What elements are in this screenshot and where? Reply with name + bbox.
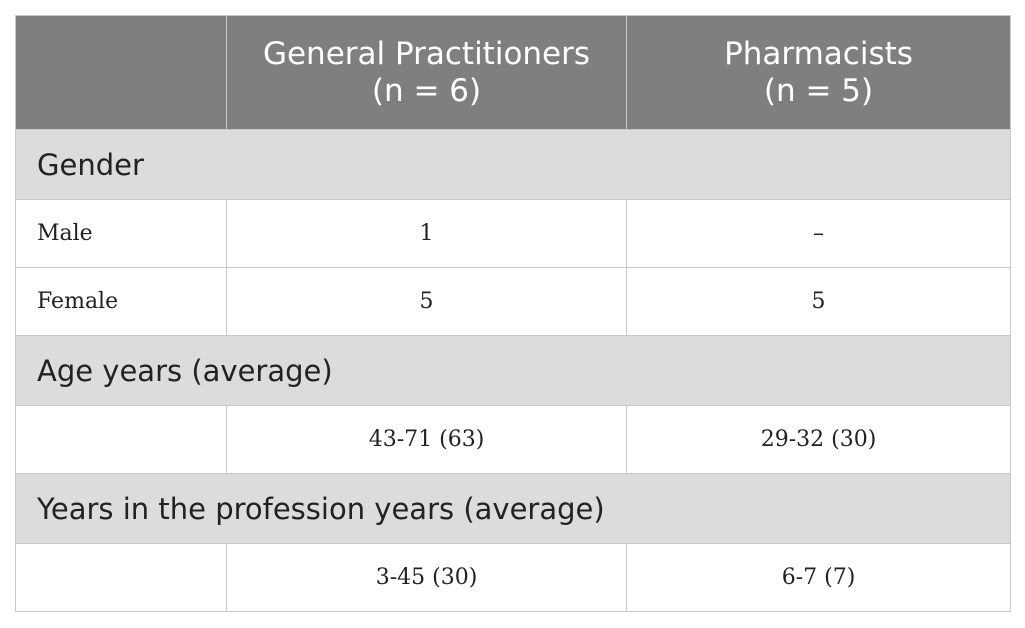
header-pharm-count: (n = 5) (763, 72, 874, 109)
table-body: Gender Male 1 – Female 5 5 Age years (av… (15, 129, 1011, 612)
header-pharmacists: Pharmacists (n = 5) (626, 15, 1011, 130)
header-empty-cell (15, 15, 227, 130)
gp-value: 1 (226, 199, 627, 268)
section-row-gender: Gender (15, 129, 1011, 200)
pharm-value: 29-32 (30) (626, 405, 1011, 474)
header-gp-title: General Practitioners (262, 35, 591, 72)
section-title: Years in the profession years (average) (15, 473, 1011, 544)
demographics-table: General Practitioners (n = 6) Pharmacist… (15, 15, 1011, 612)
gp-value: 43-71 (63) (226, 405, 627, 474)
gp-value: 5 (226, 267, 627, 336)
section-title: Gender (15, 129, 1011, 200)
section-row-age: Age years (average) (15, 335, 1011, 406)
table-row-years-in-profession: 3-45 (30) 6-7 (7) (15, 543, 1011, 612)
table-row-female: Female 5 5 (15, 267, 1011, 336)
section-row-years-in-profession: Years in the profession years (average) (15, 473, 1011, 544)
header-general-practitioners: General Practitioners (n = 6) (226, 15, 627, 130)
section-title: Age years (average) (15, 335, 1011, 406)
row-label (15, 543, 227, 612)
table-header: General Practitioners (n = 6) Pharmacist… (15, 15, 1011, 130)
table-row-age: 43-71 (63) 29-32 (30) (15, 405, 1011, 474)
header-gp-count: (n = 6) (371, 72, 482, 109)
pharm-value: – (626, 199, 1011, 268)
header-row: General Practitioners (n = 6) Pharmacist… (15, 15, 1011, 130)
row-label (15, 405, 227, 474)
gp-value: 3-45 (30) (226, 543, 627, 612)
row-label: Male (15, 199, 227, 268)
pharm-value: 6-7 (7) (626, 543, 1011, 612)
row-label: Female (15, 267, 227, 336)
table-row-male: Male 1 – (15, 199, 1011, 268)
header-pharm-title: Pharmacists (724, 35, 913, 72)
pharm-value: 5 (626, 267, 1011, 336)
